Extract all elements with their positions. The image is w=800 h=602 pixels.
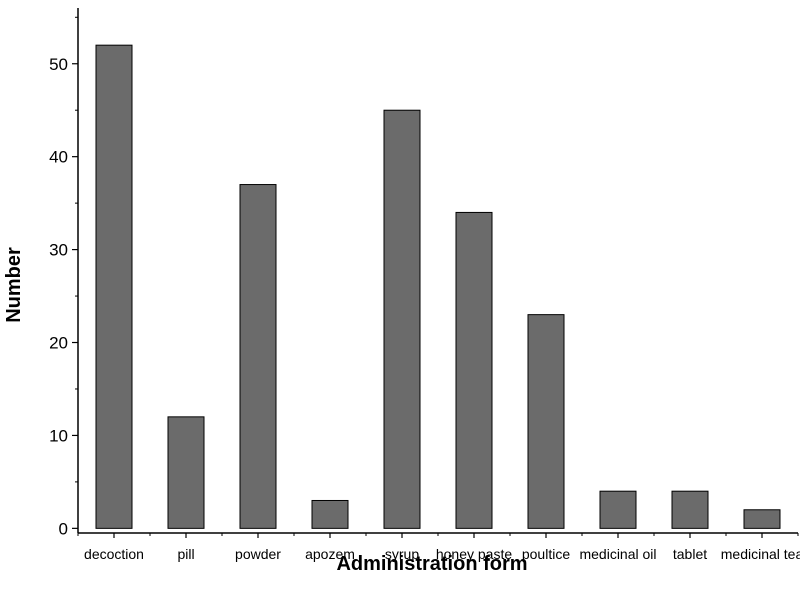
x-axis-title: Administration form <box>336 553 527 575</box>
y-tick-label: 20 <box>49 334 68 353</box>
y-tick-label: 10 <box>49 426 68 445</box>
y-axis-title: Number <box>3 247 25 323</box>
x-tick-label: pill <box>177 546 194 562</box>
bar-medicinal-oil <box>599 490 637 529</box>
bar-honey-paste <box>455 211 493 529</box>
y-tick-label: 30 <box>49 241 68 260</box>
x-tick-label: apozem <box>305 546 355 562</box>
bar-medicinal-tea <box>743 509 781 529</box>
x-tick-label: tablet <box>673 546 707 562</box>
x-ticks-group: decoction pill powder apozem syrup honey past… <box>77 533 800 562</box>
x-tick-label: syrup <box>385 546 419 562</box>
y-tick-label: 0 <box>59 519 68 538</box>
bars-group <box>95 44 781 529</box>
bar-syrup <box>383 109 421 529</box>
x-tick-label: poultice <box>522 546 570 562</box>
x-tick-label: medicinal oil <box>579 546 656 562</box>
x-tick-label: medicinal tea <box>721 546 800 562</box>
y-ticks-group: 0 10 20 30 40 50 <box>49 16 78 538</box>
y-tick-label: 50 <box>49 55 68 74</box>
bar-decoction <box>95 44 133 529</box>
x-tick-label: honey paste <box>436 546 512 562</box>
bar-tablet <box>671 490 709 529</box>
y-tick-label: 40 <box>49 148 68 167</box>
x-tick-label: powder <box>235 546 281 562</box>
bar-apozem <box>311 499 349 529</box>
bar-pill <box>167 416 205 529</box>
x-tick-label: decoction <box>84 546 144 562</box>
bar-poultice <box>527 314 565 529</box>
bar-powder <box>239 184 277 529</box>
